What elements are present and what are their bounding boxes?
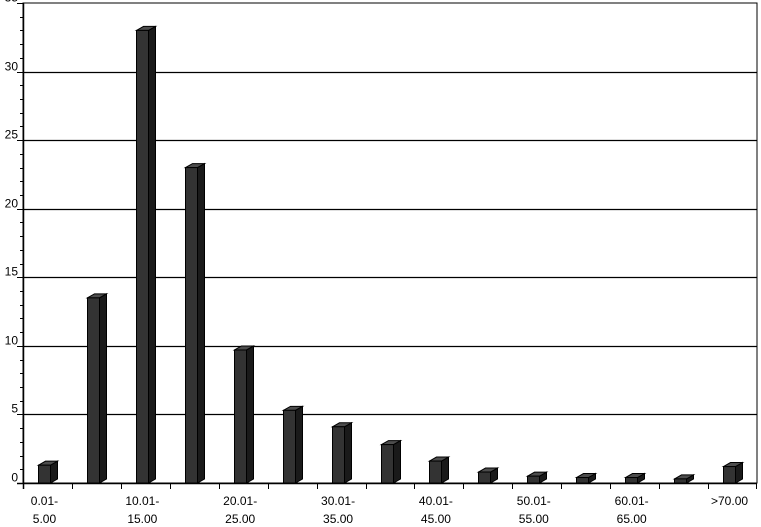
x-axis: 0.01-5.00 10.01-15.00 20.01-25.00 30.01-35.… bbox=[17, 482, 757, 526]
y-tick-label: 30 bbox=[5, 60, 19, 74]
x-tick-label: 0.01-5.00 bbox=[31, 494, 58, 526]
bar-side bbox=[344, 421, 352, 484]
y-tick-label: 25 bbox=[5, 128, 19, 142]
bar bbox=[85, 292, 109, 484]
bar bbox=[427, 456, 451, 484]
bar-side bbox=[148, 25, 156, 484]
plot-frame bbox=[22, 2, 758, 484]
bar-side bbox=[393, 439, 401, 484]
bar-front bbox=[478, 471, 491, 484]
bar bbox=[672, 474, 696, 484]
bar-front bbox=[576, 477, 589, 484]
bar bbox=[281, 405, 305, 484]
x-tick-label: 50.01-55.00 bbox=[517, 494, 551, 526]
bar-front bbox=[38, 464, 51, 484]
bar bbox=[232, 345, 256, 484]
bar-side bbox=[246, 345, 254, 484]
bar bbox=[476, 467, 500, 484]
bar-front bbox=[283, 409, 296, 484]
bar-front bbox=[429, 460, 442, 484]
bar bbox=[525, 471, 549, 484]
bar-side bbox=[295, 405, 303, 484]
bar-front bbox=[723, 466, 736, 484]
bar-front bbox=[625, 477, 638, 484]
bar-front bbox=[332, 426, 345, 484]
bars bbox=[36, 25, 745, 484]
y-tick-label: 15 bbox=[5, 265, 19, 279]
bar bbox=[721, 461, 745, 484]
bar-front bbox=[136, 29, 149, 484]
bar-front bbox=[234, 349, 247, 484]
bar-front bbox=[381, 444, 394, 484]
y-tick-label: 20 bbox=[5, 197, 19, 211]
x-tick-label: >70.00 bbox=[711, 494, 748, 508]
bar bbox=[574, 472, 598, 484]
bar-front bbox=[87, 297, 100, 484]
bar bbox=[330, 421, 354, 484]
bar-side bbox=[99, 292, 107, 484]
bar bbox=[183, 162, 207, 484]
x-tick-label: 20.01-25.00 bbox=[223, 494, 257, 526]
bar bbox=[623, 472, 647, 484]
gridlines bbox=[22, 2, 758, 484]
x-tick-label: 40.01-45.00 bbox=[419, 494, 453, 526]
y-tick-label: 5 bbox=[11, 402, 18, 416]
y-tick-label: 0 bbox=[11, 471, 18, 485]
bar-side bbox=[197, 162, 205, 484]
y-tick-label: 10 bbox=[5, 334, 19, 348]
bar-front bbox=[527, 475, 540, 484]
x-tick-label: 60.01-65.00 bbox=[615, 494, 649, 526]
bar-front bbox=[674, 478, 687, 484]
x-tick-label: 30.01-35.00 bbox=[321, 494, 355, 526]
bar bbox=[379, 439, 403, 484]
x-tick-label: 10.01-15.00 bbox=[125, 494, 159, 526]
bar-front bbox=[185, 167, 198, 484]
y-tick-label: 35 bbox=[5, 0, 19, 5]
bar bbox=[36, 460, 60, 484]
y-axis: 0 5 10 15 20 25 30 35 bbox=[5, 0, 25, 489]
bar bbox=[134, 25, 158, 484]
